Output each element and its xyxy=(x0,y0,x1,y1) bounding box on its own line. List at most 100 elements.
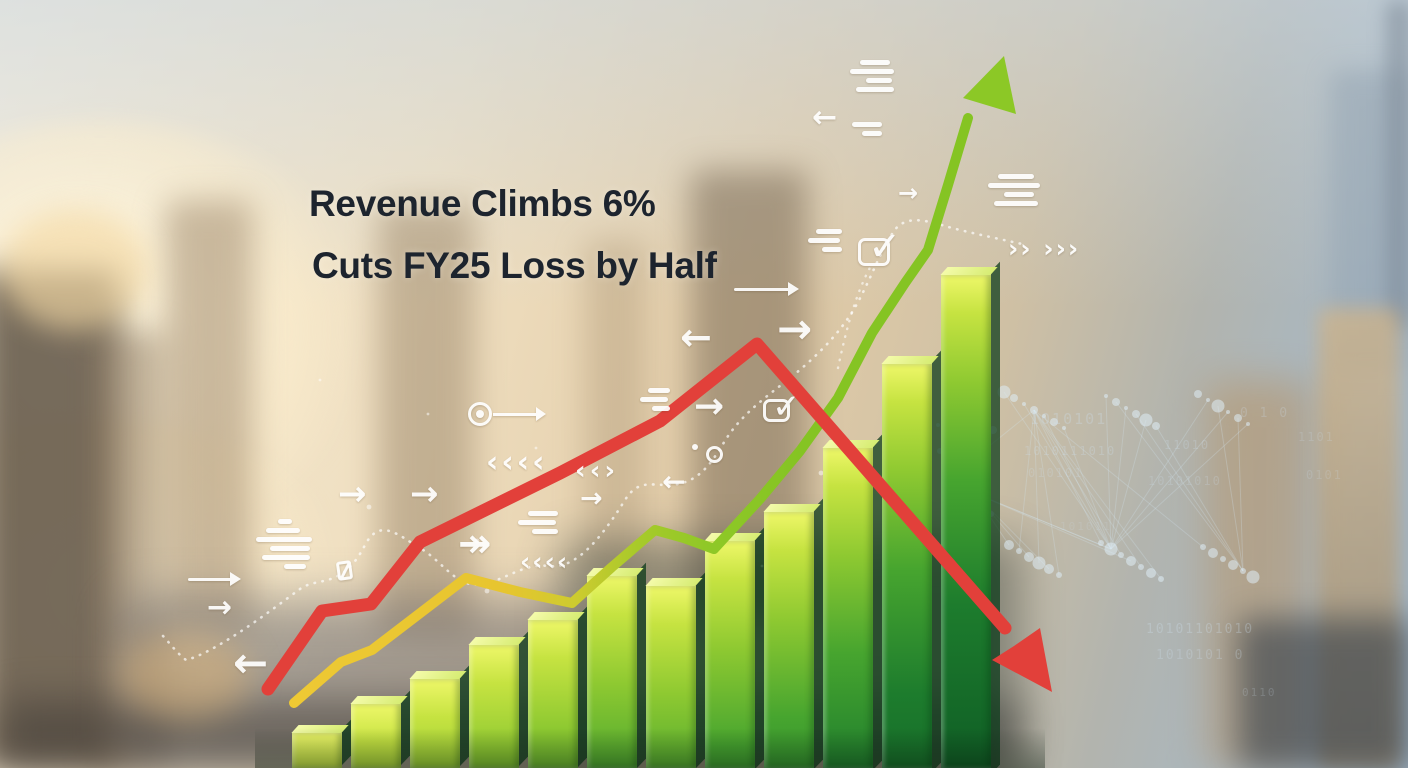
double-arrow-icon: ↠ xyxy=(458,521,492,567)
network-node xyxy=(1200,544,1206,550)
checkbox-icon: ✓ xyxy=(763,390,800,424)
chevrons-icon: ‹‹› xyxy=(575,456,620,486)
network-edge xyxy=(1023,403,1112,550)
network-edge xyxy=(1110,399,1209,550)
chart-floor-shadow xyxy=(255,728,1045,768)
binary-text: 0 1 0 xyxy=(1240,406,1290,421)
circle-arrow-icon xyxy=(468,402,546,428)
network-edge xyxy=(1110,423,1249,550)
network-node xyxy=(1112,398,1120,406)
network-node xyxy=(1004,540,1014,550)
revenue-trend-line xyxy=(289,113,973,708)
network-edge xyxy=(1105,395,1112,550)
network-node xyxy=(1220,556,1226,562)
network-node xyxy=(1240,568,1246,574)
bar-9 xyxy=(763,498,823,768)
binary-text: 010101 xyxy=(1028,466,1084,480)
arrow-left-icon: ← xyxy=(233,638,269,687)
sparkle-dot xyxy=(474,538,480,544)
network-node xyxy=(1152,422,1160,430)
chevrons-right-icon: ›› ››› xyxy=(1008,234,1081,263)
arrow-left-thin-icon: ← xyxy=(662,465,686,498)
warm-bokeh xyxy=(120,630,250,720)
network-node xyxy=(997,385,1011,399)
chevrons-left-icon: ‹‹‹‹ xyxy=(520,547,570,576)
binary-text: 10101010 xyxy=(1148,474,1222,488)
network-node xyxy=(1194,390,1202,398)
slashed-square-icon xyxy=(335,560,354,581)
bar-2 xyxy=(350,690,410,768)
sparkle-dot xyxy=(484,588,490,594)
network-node xyxy=(1206,398,1210,402)
arrow-right-thin-icon xyxy=(734,282,799,296)
binary-text: 1101 xyxy=(1298,430,1335,444)
network-node xyxy=(1016,548,1022,554)
loss-trend-line xyxy=(261,337,1012,696)
bar-3 xyxy=(409,665,469,768)
network-edge xyxy=(1033,409,1162,580)
building-silhouette xyxy=(585,240,647,580)
network-node xyxy=(1139,413,1153,427)
network-edge xyxy=(1110,419,1147,550)
network-node xyxy=(1024,552,1034,562)
arrow-right-icon: → xyxy=(338,474,367,514)
menu-lines-icon xyxy=(640,388,670,415)
bottom-right-dark xyxy=(1238,618,1408,768)
loss-trend-line-arrowhead xyxy=(992,628,1052,692)
sparkle-dot xyxy=(818,470,824,476)
network-edge xyxy=(1033,409,1204,548)
network-edge xyxy=(1110,411,1229,550)
network-node xyxy=(1098,540,1104,546)
network-edge xyxy=(1033,409,1122,556)
network-node xyxy=(1010,394,1018,402)
network-node xyxy=(1062,426,1066,430)
speed-lines-icon xyxy=(852,122,882,140)
network-node xyxy=(1044,564,1054,574)
network-node xyxy=(1246,422,1250,426)
building-silhouette xyxy=(165,200,253,630)
bar-10 xyxy=(822,434,882,768)
arrow-right-thin-icon xyxy=(188,572,241,586)
network-edge xyxy=(1237,417,1244,572)
bar-11 xyxy=(881,350,941,768)
network-edge xyxy=(1135,413,1244,572)
network-edge xyxy=(1033,409,1142,568)
network-node xyxy=(1104,542,1118,556)
network-node xyxy=(1126,556,1136,566)
binary-text: 1010101 0 xyxy=(1156,648,1245,663)
revenue-trend-line-arrowhead xyxy=(963,56,1016,114)
network-node xyxy=(1211,399,1225,413)
network-node xyxy=(1032,556,1046,570)
network-edge xyxy=(1155,425,1244,572)
bar-12 xyxy=(940,261,1000,768)
arrow-right-icon: → xyxy=(207,590,233,625)
network-edge xyxy=(1018,409,1035,552)
check-mark-icon: ✓ xyxy=(868,223,902,270)
chevrons-left-icon: ‹‹‹‹ xyxy=(486,445,548,480)
sparkle-dot xyxy=(318,378,322,382)
bar-1 xyxy=(291,719,351,768)
speed-lines-icon xyxy=(808,229,842,256)
network-edge xyxy=(1110,407,1127,550)
warm-bokeh xyxy=(0,210,150,330)
network-node xyxy=(1246,570,1260,584)
network-node xyxy=(1226,410,1230,414)
arrow-left-icon: ← xyxy=(812,100,838,135)
network-node xyxy=(1132,410,1140,418)
dot-icon xyxy=(692,444,698,450)
network-node xyxy=(1022,402,1026,406)
headline-line1: Revenue Climbs 6% xyxy=(309,183,656,224)
binary-text: 0110 xyxy=(1242,686,1277,699)
network-node xyxy=(1124,406,1128,410)
network-node xyxy=(1208,548,1218,558)
network-node xyxy=(1146,568,1156,578)
network-node xyxy=(1042,414,1046,418)
speed-lines-icon xyxy=(850,60,894,96)
network-node xyxy=(1234,414,1242,422)
network-edge xyxy=(1043,415,1112,550)
network-node xyxy=(1104,394,1108,398)
